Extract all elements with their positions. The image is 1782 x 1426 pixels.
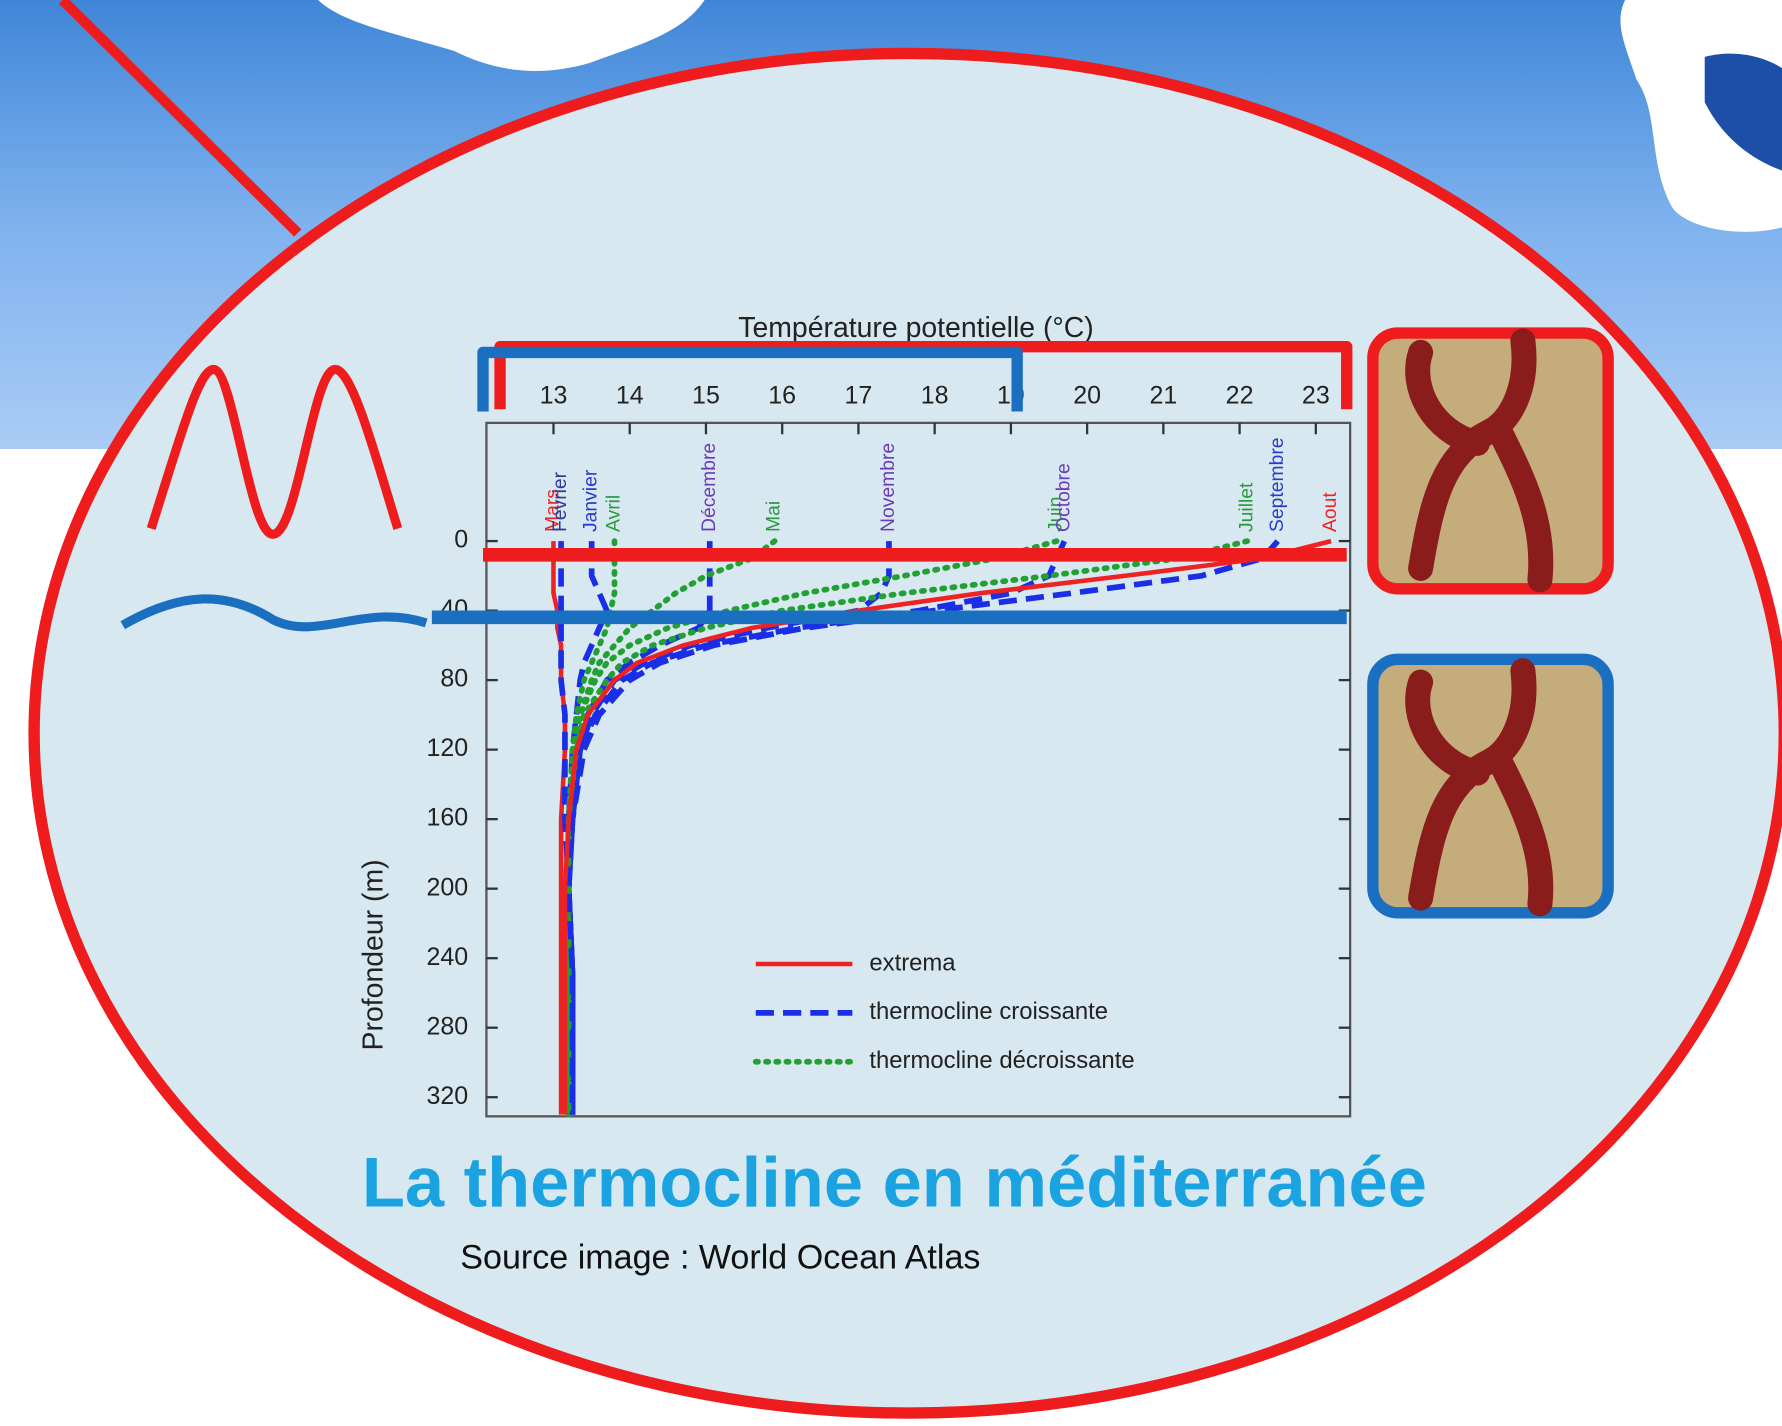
profile-line [565,539,1280,1115]
month-label: Octobre [1053,463,1074,532]
month-label: Juin [1046,497,1067,532]
month-label: Mars [543,489,564,532]
profile-line [562,538,1332,1115]
legend-label: extrema [869,949,956,976]
month-label: Décembre [699,443,720,532]
y-axis-label: Profondeur (m) [358,859,390,1050]
month-label: Avril [604,495,625,532]
y-tick-label: 320 [427,1082,469,1110]
x-tick-label: 18 [921,381,949,409]
profile-line [565,538,1251,1118]
slide-title: La thermocline en méditerranée [362,1143,1427,1222]
month-label: Fevrier [550,471,571,532]
y-tick-label: 120 [427,734,469,762]
coral-photo-warm [1367,327,1614,595]
pointer-line [58,0,302,237]
x-axis-label: Température potentielle (°C) [738,312,1094,344]
profile-line [565,539,1067,1115]
annotations [431,341,1353,625]
y-tick-label: 200 [427,873,469,901]
x-tick-label: 21 [1149,381,1177,409]
legend-label: thermocline décroissante [869,1047,1134,1074]
x-tick-label: 20 [1073,381,1101,409]
x-tick-label: 23 [1302,381,1330,409]
source-note: Source image : World Ocean Atlas [460,1239,980,1277]
month-label: Novembre [878,443,899,532]
plot-area [485,421,1352,1118]
coral-photo-cold [1367,653,1614,919]
land [318,0,705,71]
x-tick-label: 15 [692,381,720,409]
x-tick-label: 17 [845,381,873,409]
y-tick-label: 240 [427,943,469,971]
month-label: Aout [1320,492,1341,532]
y-tick-label: 160 [427,804,469,832]
y-tick-label: 0 [454,526,468,554]
y-tick-label: 280 [427,1012,469,1040]
chart: 13 14 15 16 17 18 19 20 21 22 23040801201602002402… [427,381,1351,1118]
x-tick-label: 14 [616,381,644,409]
cold-wave-icon [120,594,428,632]
month-label: Juillet [1236,482,1257,532]
legend-label: thermocline croissante [869,998,1108,1025]
month-label: Mai [764,501,785,532]
land-shadow [1704,53,1782,171]
y-tick-label: 80 [440,665,468,693]
month-label: Septembre [1267,437,1288,531]
profile-line [558,541,572,1115]
warm-wave-icon [146,364,403,539]
x-tick-label: 13 [540,381,568,409]
x-tick-label: 16 [768,381,796,409]
month-label: Janvier [581,469,602,532]
x-tick-label: 22 [1226,381,1254,409]
